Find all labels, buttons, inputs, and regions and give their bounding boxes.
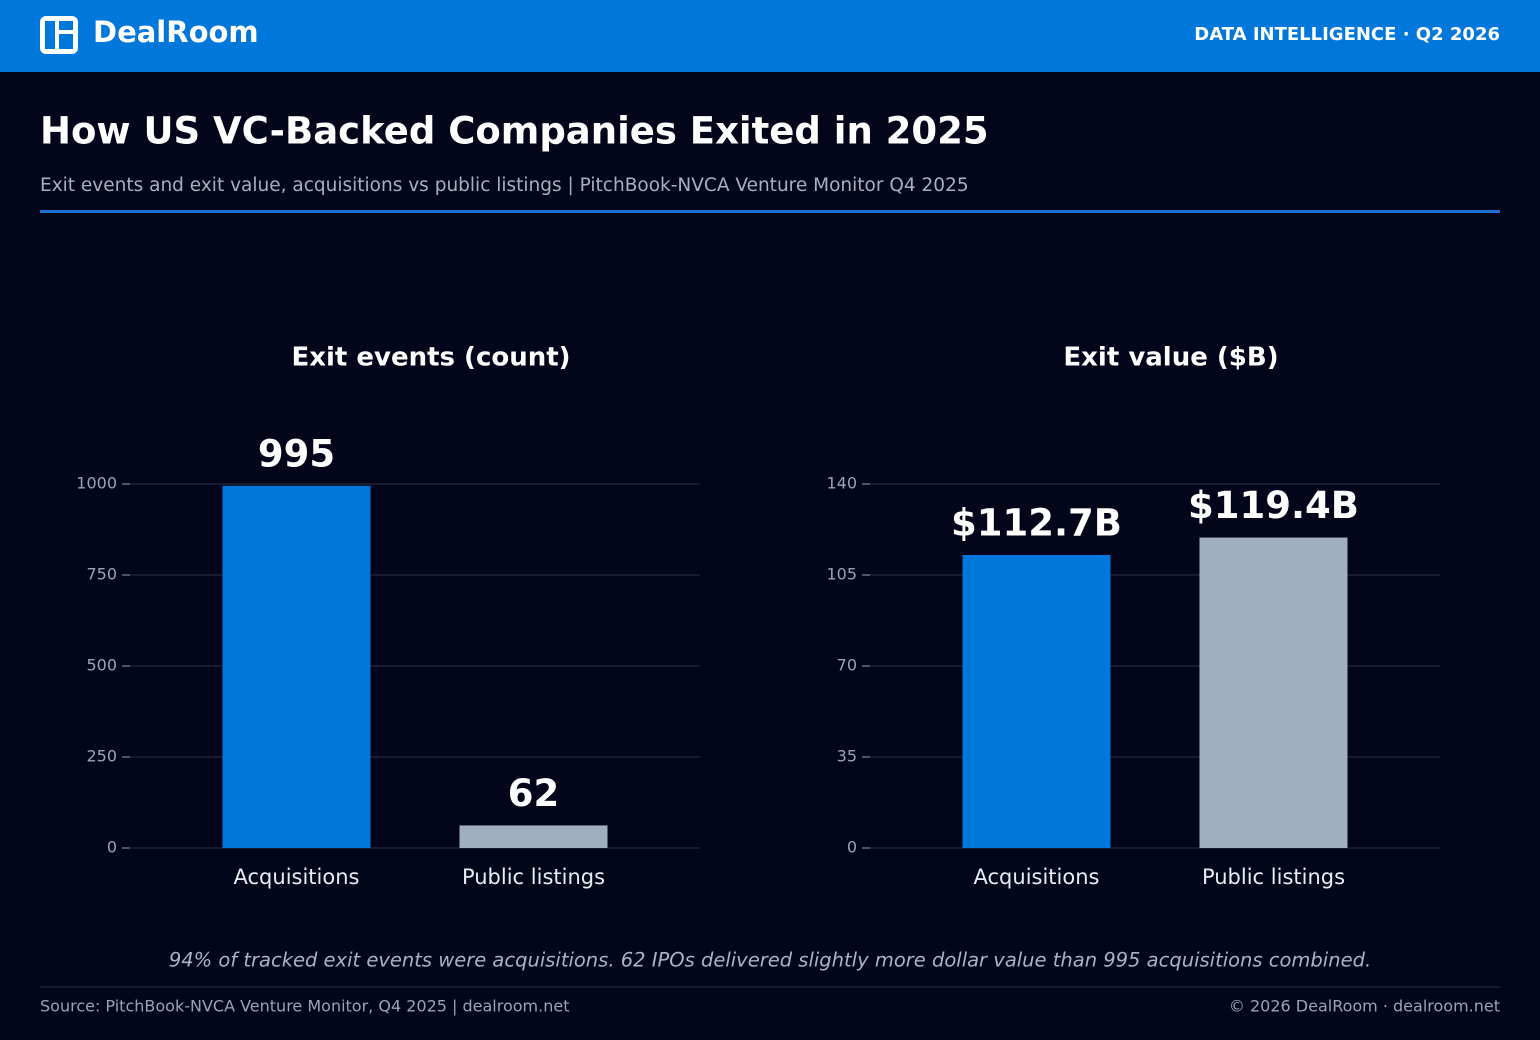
y-tick-label: 0 xyxy=(107,838,117,857)
page-title: How US VC-Backed Companies Exited in 202… xyxy=(40,110,989,153)
y-tick-label: 140 xyxy=(826,474,857,493)
y-tick-label: 750 xyxy=(86,565,117,584)
bar xyxy=(459,825,608,848)
x-tick-label: Acquisitions xyxy=(233,865,360,889)
divider xyxy=(40,210,1500,213)
y-tick-label: 0 xyxy=(847,838,857,857)
y-tick-label: 35 xyxy=(837,747,857,766)
tagline: DATA INTELLIGENCE · Q2 2026 xyxy=(1194,24,1500,45)
header-bar xyxy=(0,0,1540,72)
chart-title: Exit value ($B) xyxy=(1063,343,1278,373)
x-tick-label: Public listings xyxy=(1201,865,1346,889)
logo-icon xyxy=(40,16,78,54)
y-tick-label: 250 xyxy=(86,747,117,766)
value-label: 62 xyxy=(508,772,560,815)
y-tick-label: 500 xyxy=(86,656,117,675)
brand: DealRoom xyxy=(93,15,259,49)
y-tick-label: 1000 xyxy=(76,474,117,493)
y-tick-label: 105 xyxy=(826,565,857,584)
source: Source: PitchBook-NVCA Venture Monitor, … xyxy=(40,997,569,1016)
bar xyxy=(222,485,371,848)
value-label: $112.7B xyxy=(951,501,1122,544)
value-label: 995 xyxy=(258,432,335,475)
x-tick-label: Acquisitions xyxy=(973,865,1100,889)
bar xyxy=(962,554,1111,848)
x-tick-label: Public listings xyxy=(461,865,606,889)
value-label: $119.4B xyxy=(1188,484,1359,527)
bar xyxy=(1199,537,1348,848)
copyright: © 2026 DealRoom · dealroom.net xyxy=(1229,997,1500,1016)
chart-title: Exit events (count) xyxy=(291,343,570,373)
subtitle: Exit events and exit value, acquisitions… xyxy=(40,175,969,196)
y-tick-label: 70 xyxy=(837,656,857,675)
note: 94% of tracked exit events were acquisit… xyxy=(169,949,1371,972)
